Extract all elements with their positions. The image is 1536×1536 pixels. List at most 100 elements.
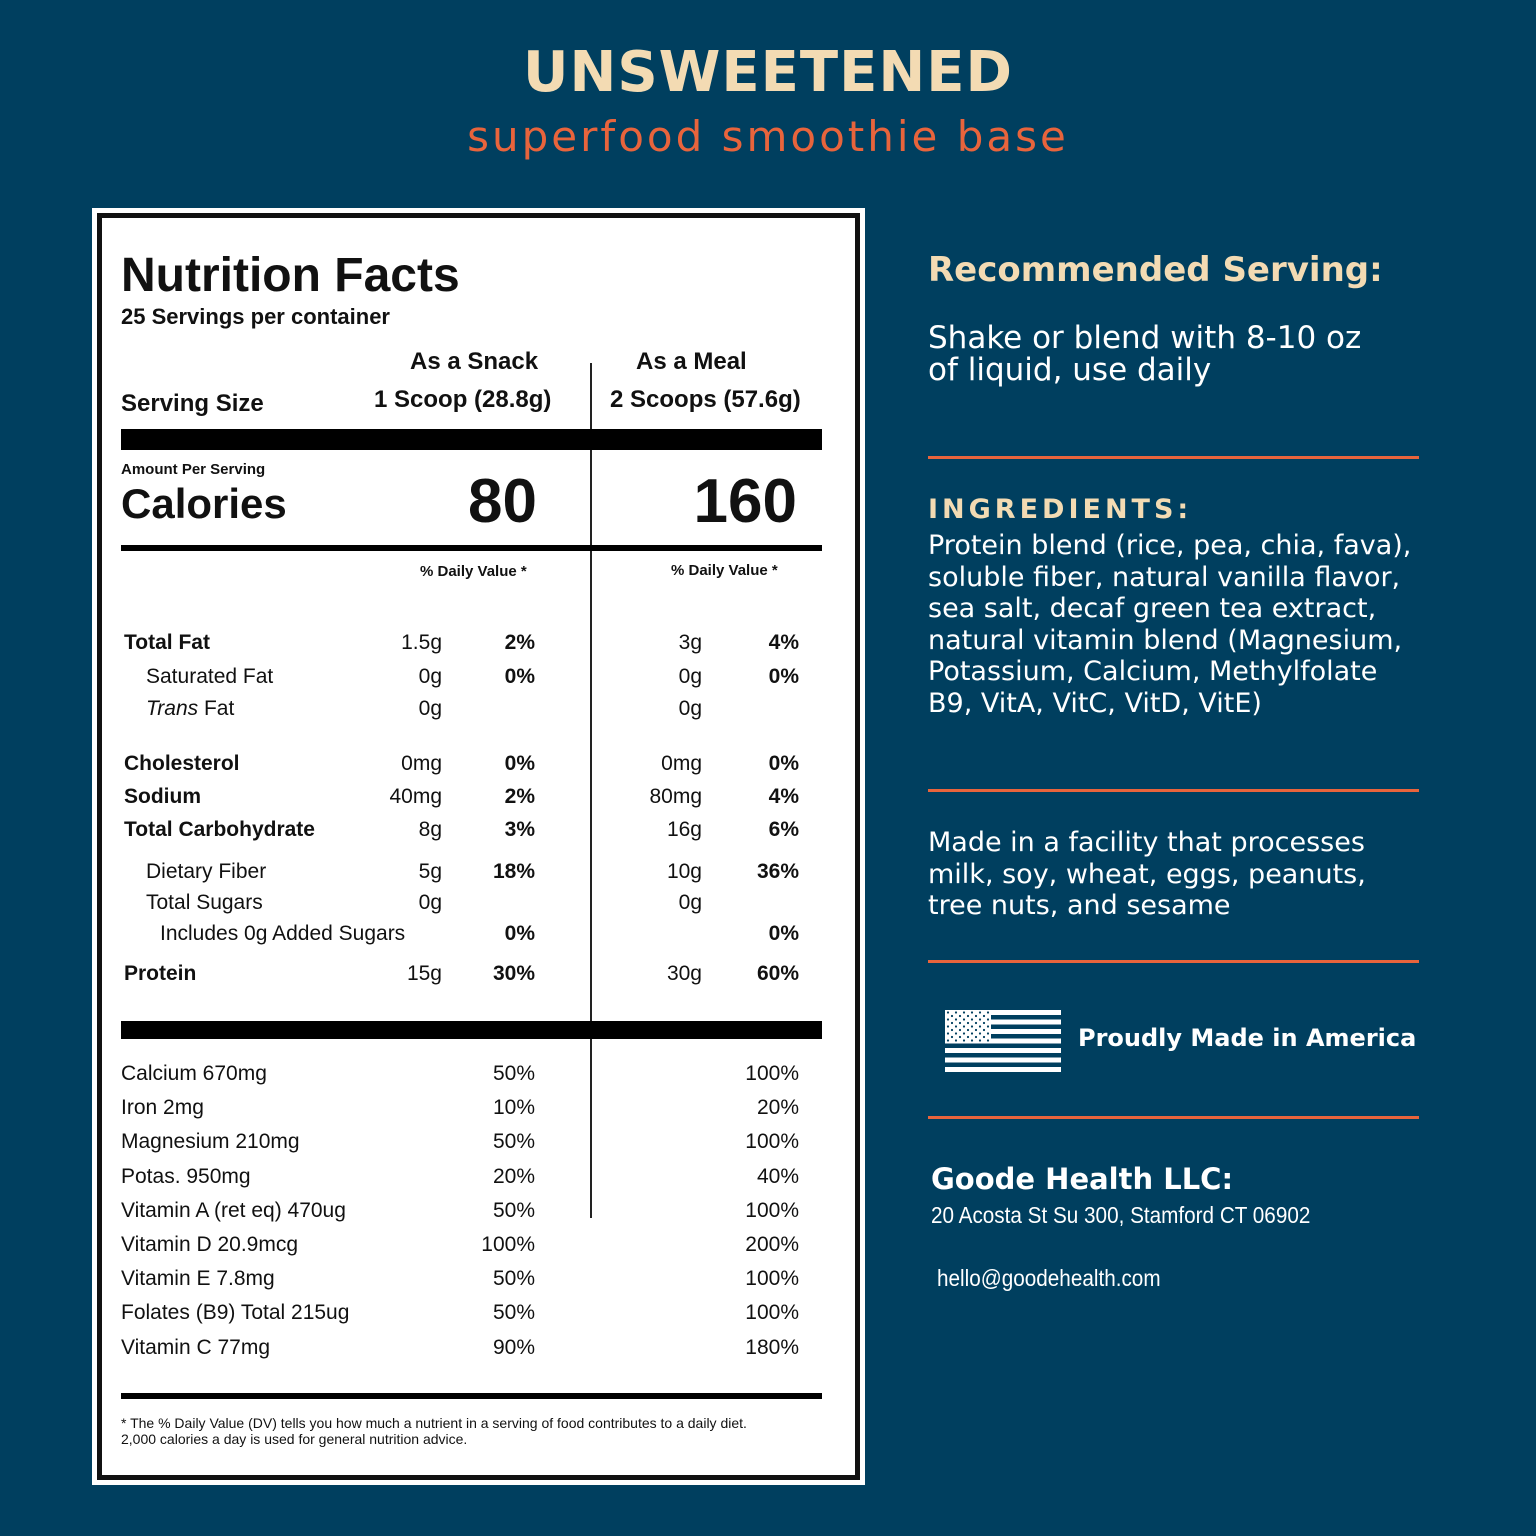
meal-dv: 100% (745, 1130, 799, 1154)
company-name: Goode Health LLC: (931, 1162, 1234, 1196)
meal-dv: 100% (745, 1062, 799, 1085)
meal-amount: 0mg (661, 752, 702, 775)
dv-header-snack: % Daily Value * (420, 563, 527, 580)
nutrient-row: Saturated Fat 0g 0% 0g 0% (102, 665, 855, 695)
nutrient-row: Trans Fat 0g 0g (102, 697, 855, 727)
meal-dv: 0% (768, 752, 799, 775)
flag-star (978, 1011, 982, 1014)
flag-star (958, 1021, 962, 1025)
medium-rule (121, 545, 822, 551)
snack-amount: 15g (406, 962, 442, 985)
meal-dv: 100% (745, 1301, 799, 1325)
vitamin-row: Folates (B9) Total 215ug 50% 100% (102, 1301, 855, 1331)
flag-star (982, 1035, 986, 1039)
flag-star (986, 1039, 990, 1042)
flag-star (978, 1032, 982, 1035)
nutrient-row: Protein 15g 30% 30g 60% (102, 962, 855, 992)
nutrient-name: Includes 0g Added Sugars (160, 922, 406, 945)
snack-dv: 20% (492, 1164, 535, 1188)
ingredient-line: sea salt, decaf green tea extract, (928, 593, 1377, 625)
flag-star (950, 1028, 954, 1032)
snack-dv: 0% (504, 922, 535, 945)
vitamin-name: Vitamin E 7.8mg (121, 1267, 275, 1291)
vitamin-row: Vitamin D 20.9mcg 100% 200% (102, 1233, 855, 1263)
flag-star (954, 1025, 958, 1028)
thick-rule (121, 429, 822, 450)
nutrient-row: Cholesterol 0mg 0% 0mg 0% (102, 752, 855, 782)
nutrient-row: Total Carbohydrate 8g 3% 16g 6% (102, 818, 855, 848)
vitamin-row: Iron 2mg 10% 20% (102, 1096, 855, 1126)
footnote: * The % Daily Value (DV) tells you how m… (121, 1415, 747, 1431)
vitamin-name: Vitamin D 20.9mcg (121, 1233, 299, 1256)
nutrient-row: Sodium 40mg 2% 80mg 4% (102, 785, 855, 815)
snack-dv: 50% (492, 1062, 535, 1085)
vitamin-name: Iron 2mg (121, 1096, 204, 1120)
vitamin-row: Potas. 950mg 20% 40% (102, 1165, 855, 1195)
label-heading: Nutrition Facts (121, 249, 460, 302)
ingredient-line: soluble fiber, natural vanilla flavor, (928, 561, 1401, 593)
company-email[interactable]: hello@goodehealth.com (937, 1265, 1161, 1291)
flag-star (958, 1028, 962, 1032)
ingredients-heading: INGREDIENTS: (928, 494, 1193, 525)
nutrient-row: Total Sugars 0g 0g (102, 891, 855, 921)
meal-dv: 0% (768, 922, 799, 945)
thick-rule (121, 1021, 822, 1039)
vitamin-name: Folates (B9) Total 215ug (121, 1301, 350, 1325)
meal-amount: 80mg (649, 785, 702, 808)
nutrient-row: Dietary Fiber 5g 18% 10g 36% (102, 860, 855, 890)
meal-dv: 36% (756, 860, 799, 883)
vitamin-row: Vitamin E 7.8mg 50% 100% (102, 1267, 855, 1297)
flag-star (966, 1021, 970, 1025)
flag-star (962, 1032, 966, 1035)
flag-star (982, 1028, 986, 1032)
column-divider (590, 363, 592, 1218)
meal-amount: 0g (678, 891, 702, 914)
recommended-serving-heading: Recommended Serving: (928, 250, 1383, 290)
nutrient-name: Trans Fat (146, 697, 234, 721)
allergen-line: Made in a facility that processes (928, 827, 1365, 858)
vitamin-name: Magnesium 210mg (121, 1130, 300, 1154)
nutrient-name: Total Sugars (146, 891, 263, 914)
meal-dv: 60% (756, 962, 799, 985)
snack-dv: 10% (492, 1096, 535, 1120)
snack-amount: 0g (418, 665, 442, 688)
ingredient-line: Protein blend (rice, pea, chia, fava), (928, 530, 1412, 561)
vitamin-row: Vitamin A (ret eq) 470ug 50% 100% (102, 1199, 855, 1229)
snack-dv: 50% (492, 1130, 535, 1154)
vitamin-name: Calcium 670mg (121, 1062, 267, 1085)
flag-star (950, 1035, 954, 1039)
snack-dv: 30% (492, 962, 535, 985)
made-in-america: Proudly Made in America (1078, 1024, 1417, 1052)
calories-meal: 160 (693, 467, 797, 536)
snack-amount: 1.5g (401, 631, 442, 654)
flag-star (974, 1035, 978, 1039)
amount-per-serving: Amount Per Serving (121, 461, 266, 478)
serving-size-label: Serving Size (121, 390, 264, 417)
vitamin-name: Potas. 950mg (121, 1164, 251, 1188)
snack-serving-size: 1 Scoop (28.8g) (374, 386, 552, 413)
calories-label: Calories (121, 480, 287, 527)
flag-star (982, 1014, 986, 1018)
divider (928, 789, 1419, 792)
flag-star (982, 1021, 986, 1025)
flag-star (978, 1039, 982, 1042)
flag-star (962, 1018, 966, 1021)
snack-amount: 8g (418, 818, 442, 841)
snack-column-label: As a Snack (410, 348, 539, 375)
nutrient-name: Dietary Fiber (146, 860, 267, 883)
snack-dv: 2% (504, 631, 535, 654)
nutrient-row: Includes 0g Added Sugars 0% 0% (102, 922, 855, 952)
snack-amount: 5g (418, 860, 442, 883)
ingredient-line: Potassium, Calcium, Methylfolate (928, 656, 1378, 688)
dv-header-meal: % Daily Value * (671, 562, 778, 579)
flag-star (974, 1014, 978, 1018)
ingredient-line: B9, VitA, VitC, VitD, VitE) (928, 687, 1262, 719)
meal-dv: 100% (745, 1198, 799, 1222)
snack-amount: 0g (418, 891, 442, 914)
snack-amount: 0mg (401, 752, 442, 775)
flag-star (946, 1018, 950, 1021)
flag-star (974, 1028, 978, 1032)
meal-dv: 200% (745, 1233, 799, 1256)
meal-amount: 10g (666, 860, 702, 883)
vitamin-row: Magnesium 210mg 50% 100% (102, 1130, 855, 1160)
